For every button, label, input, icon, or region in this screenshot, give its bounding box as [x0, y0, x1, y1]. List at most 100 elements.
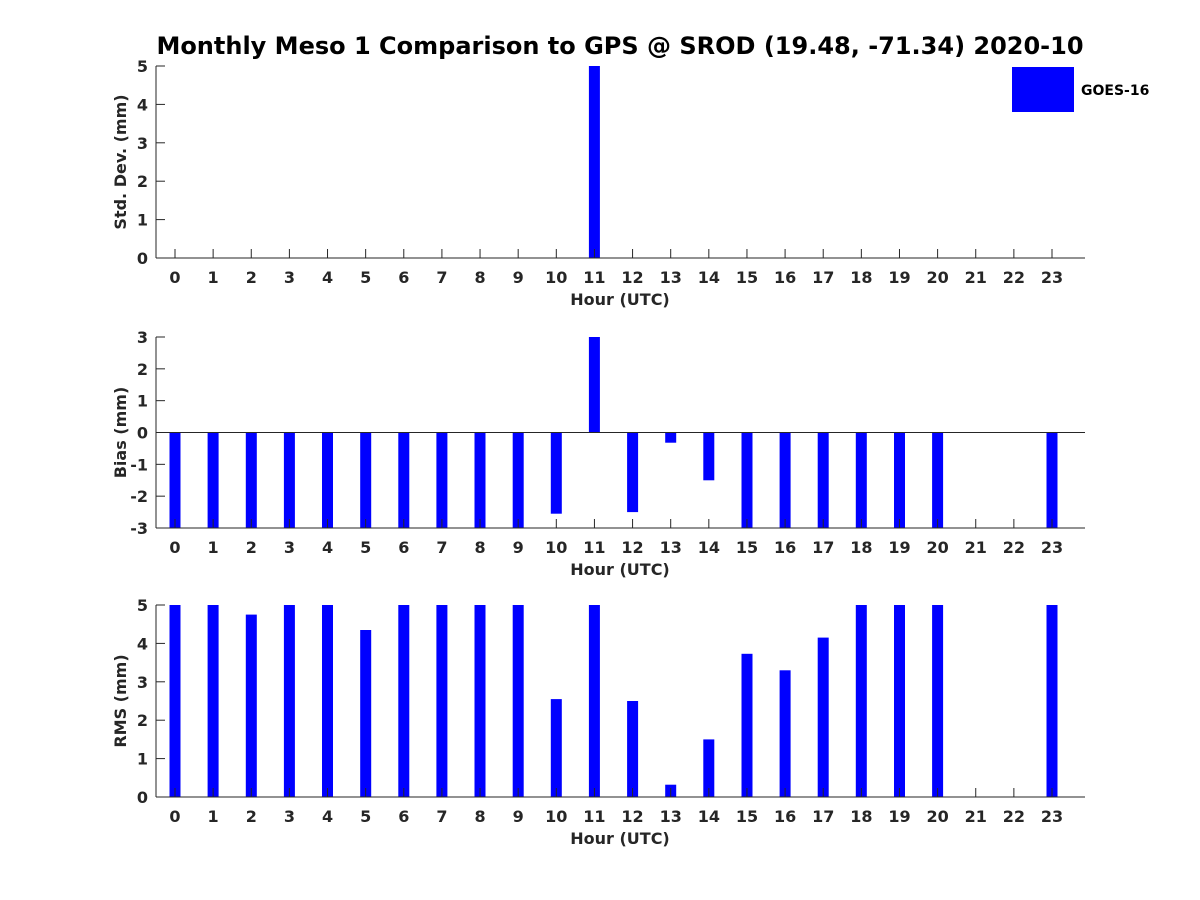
- x-tick-label: 8: [474, 807, 485, 826]
- x-tick-label: 5: [360, 807, 371, 826]
- x-tick-label: 10: [545, 538, 567, 557]
- x-tick-label: 15: [736, 268, 758, 287]
- y-tick-label: 1: [137, 750, 148, 769]
- bar-hour-6: [398, 432, 410, 528]
- bar-hour-4: [322, 432, 333, 528]
- x-tick-label: 21: [965, 268, 987, 287]
- x-tick-label: 22: [1003, 538, 1025, 557]
- x-tick-label: 6: [398, 538, 409, 557]
- legend: GOES-16: [1012, 67, 1149, 112]
- x-tick-label: 22: [1003, 807, 1025, 826]
- bar-hour-4: [322, 605, 333, 797]
- bar-hour-8: [474, 432, 486, 528]
- x-tick-label: 19: [888, 538, 910, 557]
- bar-hour-19: [894, 605, 905, 797]
- x-tick-label: 8: [474, 538, 485, 557]
- x-axis-label: Hour (UTC): [570, 290, 670, 309]
- bar-hour-9: [512, 605, 524, 797]
- rms-panel: 0 1 2 3 4 5 6 7 8 9 10 11 12 13 14 15 16 17 18 19 20 21 22 2301…: [111, 596, 1085, 848]
- bar-hour-7: [436, 432, 448, 528]
- x-tick-label: 18: [850, 268, 872, 287]
- x-tick-label: 3: [284, 268, 295, 287]
- x-tick-label: 14: [698, 268, 720, 287]
- y-tick-label: 0: [137, 249, 148, 268]
- x-tick-label: 12: [621, 807, 643, 826]
- bar-hour-11: [588, 605, 600, 797]
- bar-hour-13: [665, 432, 677, 443]
- x-tick-label: 23: [1041, 268, 1063, 287]
- x-tick-label: 16: [774, 268, 796, 287]
- x-tick-label: 4: [322, 268, 333, 287]
- bar-hour-10: [550, 432, 562, 514]
- bar-hour-19: [894, 432, 905, 528]
- y-tick-label: 3: [137, 673, 148, 692]
- bar-hour-1: [207, 605, 219, 797]
- x-tick-label: 15: [736, 538, 758, 557]
- y-tick-label: 3: [137, 328, 148, 347]
- x-tick-label: 9: [513, 807, 524, 826]
- y-tick-label: 2: [137, 711, 148, 730]
- x-tick-label: 2: [246, 807, 257, 826]
- y-tick-label: 4: [137, 634, 148, 653]
- x-tick-label: 3: [284, 538, 295, 557]
- x-tick-label: 17: [812, 538, 834, 557]
- bar-hour-1: [207, 432, 219, 528]
- bar-hour-0: [169, 432, 181, 528]
- x-tick-label: 15: [736, 807, 758, 826]
- x-tick-label: 23: [1041, 538, 1063, 557]
- x-tick-label: 18: [850, 538, 872, 557]
- x-tick-label: 4: [322, 538, 333, 557]
- x-tick-label: 0: [169, 268, 180, 287]
- bar-hour-20: [932, 432, 944, 528]
- bar-hour-23: [1046, 605, 1058, 797]
- bar-hour-7: [436, 605, 448, 797]
- y-axis-label: Std. Dev. (mm): [111, 94, 130, 229]
- y-tick-label: -1: [130, 455, 148, 474]
- bar-hour-12: [627, 701, 639, 797]
- x-tick-label: 11: [583, 268, 605, 287]
- x-tick-label: 22: [1003, 268, 1025, 287]
- x-tick-label: 14: [698, 538, 720, 557]
- y-axis-label: Bias (mm): [111, 387, 130, 479]
- x-tick-label: 6: [398, 268, 409, 287]
- x-tick-label: 4: [322, 807, 333, 826]
- x-axis-label: Hour (UTC): [570, 560, 670, 579]
- y-tick-label: 1: [137, 211, 148, 230]
- bar-hour-14: [703, 432, 715, 481]
- y-tick-label: 0: [137, 788, 148, 807]
- bar-hour-2: [245, 614, 257, 797]
- x-tick-label: 17: [812, 807, 834, 826]
- x-tick-label: 2: [246, 538, 257, 557]
- bar-hour-20: [932, 605, 944, 797]
- x-tick-label: 2: [246, 268, 257, 287]
- y-tick-label: 3: [137, 134, 148, 153]
- x-tick-label: 21: [965, 807, 987, 826]
- bar-hour-0: [169, 605, 181, 797]
- bar-hour-16: [779, 432, 791, 528]
- x-tick-label: 1: [208, 538, 219, 557]
- y-tick-label: -2: [130, 487, 148, 506]
- x-tick-label: 1: [208, 268, 219, 287]
- x-tick-label: 12: [621, 538, 643, 557]
- y-tick-label: 1: [137, 392, 148, 411]
- x-tick-label: 10: [545, 807, 567, 826]
- y-tick-label: 2: [137, 172, 148, 191]
- x-tick-label: 8: [474, 268, 485, 287]
- x-tick-label: 20: [926, 268, 948, 287]
- bar-hour-6: [398, 605, 410, 797]
- x-tick-label: 7: [436, 538, 447, 557]
- x-tick-label: 21: [965, 538, 987, 557]
- x-tick-label: 13: [660, 807, 682, 826]
- bar-hour-3: [283, 605, 295, 797]
- x-tick-label: 7: [436, 807, 447, 826]
- x-tick-label: 18: [850, 807, 872, 826]
- y-axis-label: RMS (mm): [111, 654, 130, 747]
- y-tick-label: 4: [137, 95, 148, 114]
- legend-label-goes-16: GOES-16: [1081, 83, 1149, 99]
- x-tick-label: 14: [698, 807, 720, 826]
- x-tick-label: 6: [398, 807, 409, 826]
- x-tick-label: 1: [208, 807, 219, 826]
- y-tick-label: -3: [130, 519, 148, 538]
- x-tick-label: 5: [360, 268, 371, 287]
